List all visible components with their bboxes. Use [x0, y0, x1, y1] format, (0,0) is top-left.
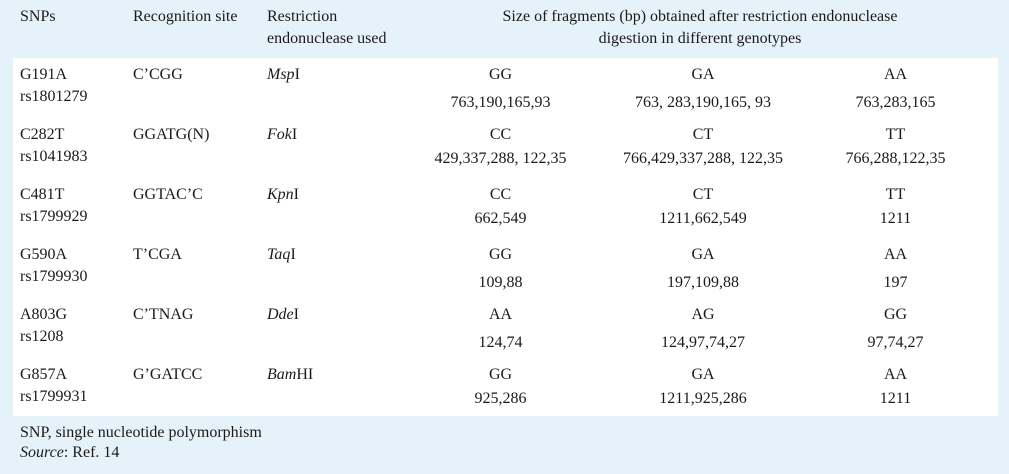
recognition-site: G’GATCC [133, 366, 203, 383]
genotype-2: CT [692, 126, 714, 143]
table-row: G857A rs1799931 G’GATCC BamHI GG GA AA 925,286 1… [13, 358, 998, 418]
fragments-genotype-3: 1211 [879, 210, 912, 227]
fragments-genotype-1: 109,88 [478, 274, 523, 291]
fragments-genotype-3: 763,283,165 [855, 94, 936, 111]
genotype-2: GA [691, 66, 715, 83]
table-row: C481T rs1799929 GGTAC’C KpnI CC CT TT 662,549 12… [13, 178, 998, 238]
genotype-2: GA [691, 366, 715, 383]
enzyme-name-italic: Fok [267, 126, 292, 143]
enzyme-name: DdeI [267, 304, 299, 326]
fragments-genotype-3: 197 [883, 274, 908, 291]
enzyme-name: TaqI [267, 244, 296, 266]
fragments-genotype-3: 766,288,122,35 [845, 150, 946, 167]
fragments-genotype-1: 763,190,165,93 [450, 94, 551, 111]
snp-id: C481T [20, 186, 65, 203]
table-row: A803G rs1208 C’TNAG DdeI AA AG GG 124,74 124,97,… [13, 298, 998, 358]
rs-id: rs1208 [20, 328, 64, 345]
fragments-genotype-1: 124,74 [478, 334, 523, 351]
header-snps: SNPs [20, 8, 56, 25]
enzyme-name-suffix: I [294, 66, 300, 83]
snp-id: G590A [20, 246, 68, 263]
table-header: SNPs Recognition site Restriction endonu… [0, 0, 1009, 58]
footnote: SNP, single nucleotide polymorphism [20, 424, 262, 441]
rs-id: rs1799931 [20, 388, 88, 405]
recognition-site: GGATG(N) [133, 126, 210, 143]
genotype-2: GA [691, 246, 715, 263]
fragments-genotype-2: 197,109,88 [667, 274, 739, 291]
enzyme-name-italic: Taq [267, 246, 291, 263]
genotype-3: AA [883, 66, 908, 83]
source-line: Source: Ref. 14 [20, 442, 119, 464]
recognition-site: C’TNAG [133, 306, 194, 323]
header-enzyme: Restriction endonuclease used [267, 6, 387, 50]
enzyme-name-suffix: I [293, 186, 299, 203]
table-body: G191A rs1801279 C’CGG MspI GG GA AA 763,190,165… [13, 58, 998, 416]
genotype-3: GG [883, 306, 908, 323]
genotype-3: TT [885, 126, 906, 143]
header-enzyme-line2: endonuclease used [267, 30, 387, 47]
snp-id: C282T [20, 126, 65, 143]
rs-id: rs1041983 [20, 148, 88, 165]
header-fragments: Size of fragments (bp) obtained after re… [410, 6, 990, 50]
enzyme-name-suffix: I [291, 126, 298, 143]
snp-id: A803G [20, 306, 68, 323]
snp-id: G857A [20, 366, 68, 383]
fragments-genotype-2: 763, 283,190,165, 93 [635, 94, 771, 111]
genotype-1: GG [488, 366, 513, 383]
genotype-3: AA [883, 366, 908, 383]
source-text: : Ref. 14 [63, 444, 120, 461]
enzyme-name: FokI [267, 124, 297, 146]
fragments-genotype-2: 124,97,74,27 [661, 334, 745, 351]
fragments-genotype-2: 1211,925,286 [659, 390, 747, 407]
fragments-genotype-3: 1211 [879, 390, 912, 407]
header-fragments-line1: Size of fragments (bp) obtained after re… [502, 8, 898, 25]
source-label: Source [20, 444, 64, 461]
table-row: C282T rs1041983 GGATG(N) FokI CC CT TT 429,337,… [13, 118, 998, 178]
genotype-1: AA [488, 306, 513, 323]
header-fragments-line2: digestion in different genotypes [598, 30, 802, 47]
enzyme-name-suffix: I [290, 246, 296, 263]
genotype-1: GG [488, 246, 513, 263]
enzyme-name-italic: Dde [267, 306, 294, 323]
enzyme-name: MspI [267, 64, 300, 86]
enzyme-name-suffix: HI [296, 366, 314, 383]
table-row: G590A rs1799930 T’CGA TaqI GG GA AA 109,88 197,1… [13, 238, 998, 298]
fragments-genotype-2: 766,429,337,288, 122,35 [623, 150, 783, 167]
genotype-3: AA [883, 246, 908, 263]
fragments-genotype-2: 1211,662,549 [659, 210, 747, 227]
genotype-2: CT [692, 186, 714, 203]
enzyme-name-italic: Bam [267, 366, 297, 383]
header-recognition-site: Recognition site [133, 8, 238, 25]
genotype-2: AG [691, 306, 715, 323]
rs-id: rs1799929 [20, 208, 88, 225]
recognition-site: C’CGG [133, 66, 183, 83]
fragments-genotype-1: 925,286 [474, 390, 527, 407]
enzyme-name-suffix: I [293, 306, 299, 323]
enzyme-name-italic: Kpn [267, 186, 294, 203]
fragments-genotype-1: 662,549 [474, 210, 527, 227]
enzyme-name-italic: Msp [267, 66, 295, 83]
recognition-site: T’CGA [133, 246, 182, 263]
enzyme-name: BamHI [267, 364, 313, 386]
genotype-3: TT [885, 186, 906, 203]
genotype-1: GG [488, 66, 513, 83]
snp-id: G191A [20, 66, 68, 83]
rs-id: rs1801279 [20, 88, 88, 105]
recognition-site: GGTAC’C [133, 186, 203, 203]
rs-id: rs1799930 [20, 268, 88, 285]
fragments-genotype-3: 97,74,27 [867, 334, 924, 351]
header-enzyme-line1: Restriction [267, 8, 338, 25]
genotype-1: CC [489, 126, 512, 143]
enzyme-name: KpnI [267, 184, 299, 206]
fragments-genotype-1: 429,337,288, 122,35 [434, 150, 567, 167]
table-row: G191A rs1801279 C’CGG MspI GG GA AA 763,190,165… [13, 58, 998, 118]
genotype-1: CC [489, 186, 512, 203]
